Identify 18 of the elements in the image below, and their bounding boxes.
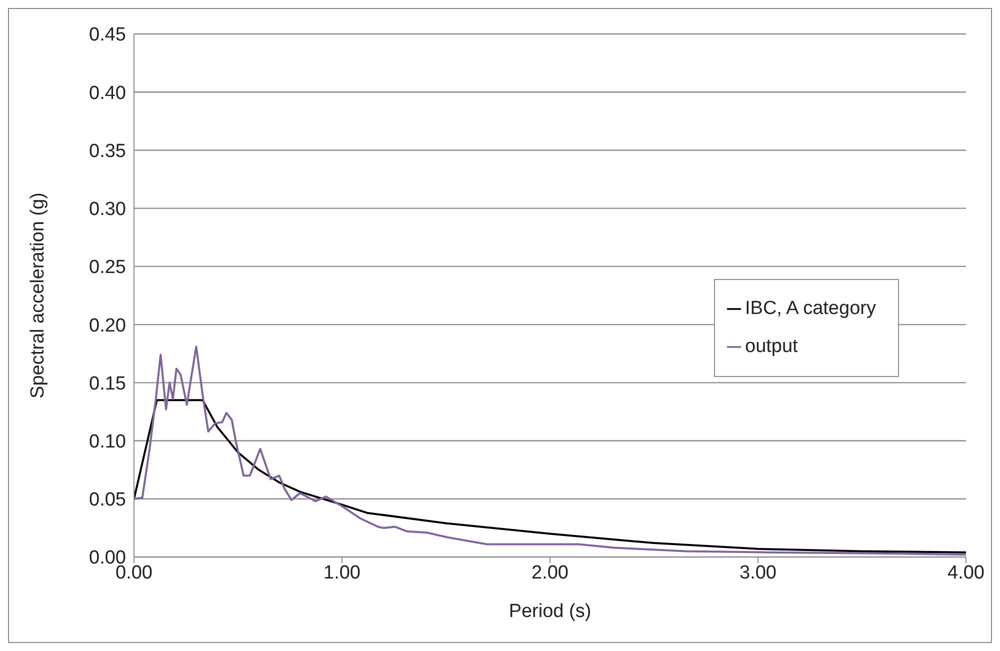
x-tick-label: 4.00 [948,562,984,584]
y-axis-title: Spectral acceleration (g) [28,192,49,398]
line-series [134,399,966,554]
y-tick-label: 0.20 [89,315,126,336]
y-tick-label: 0.10 [89,432,126,453]
legend-label: IBC, A category [745,298,876,319]
y-tick-label: 0.15 [89,373,126,394]
y-tick-label: 0.25 [89,257,126,278]
x-axis-title: Period (s) [508,601,592,622]
x-tick-label: 2.00 [532,562,568,584]
y-tick-label: 0.05 [89,490,126,511]
y-tick-label: 0.35 [89,140,126,162]
x-tick-label: 3.00 [740,562,776,584]
y-tick-label: 0.45 [89,24,126,46]
y-tick-label: 0.30 [89,199,126,220]
x-tick-label: 1.00 [324,562,360,584]
y-tick-label: 0.40 [89,82,126,104]
legend-label: output [745,336,798,357]
